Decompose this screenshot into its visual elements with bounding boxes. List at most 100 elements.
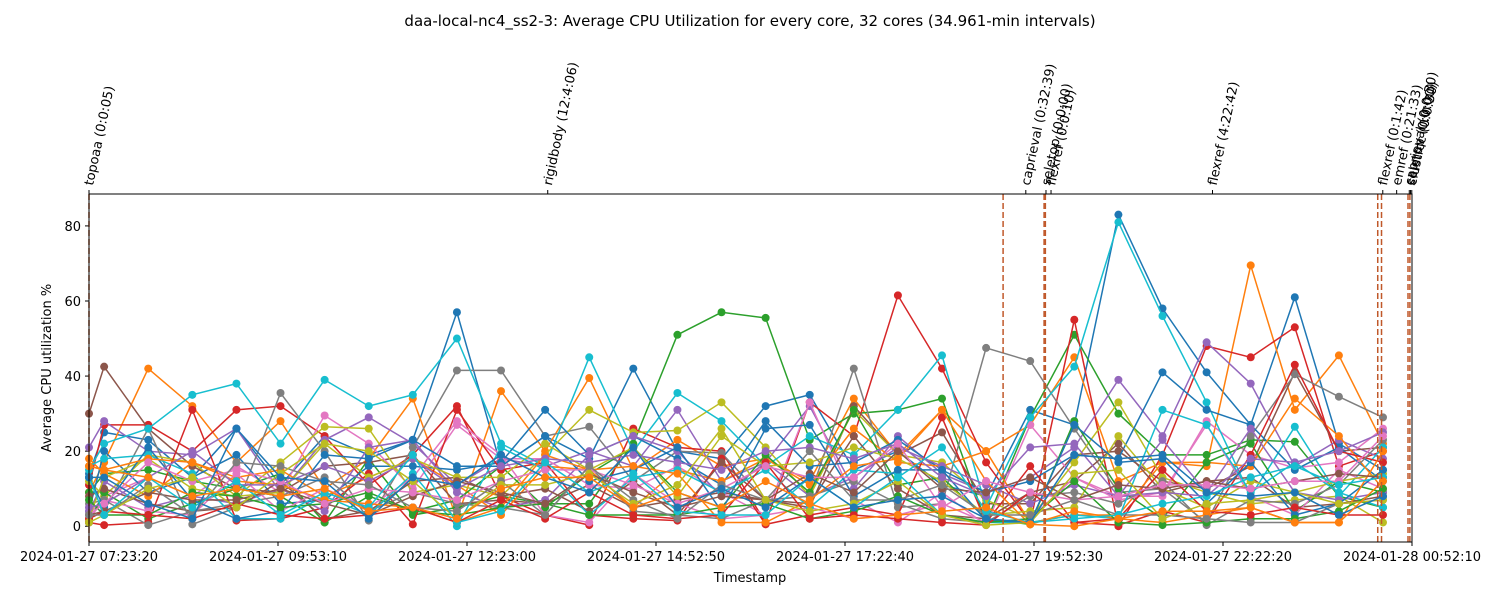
data-point (982, 503, 991, 512)
data-point (1114, 218, 1123, 227)
data-point (849, 462, 858, 471)
data-point (1114, 210, 1123, 219)
data-point (1202, 488, 1211, 497)
data-point (938, 507, 947, 516)
data-point (1290, 422, 1299, 431)
data-point (232, 484, 241, 493)
data-point (717, 518, 726, 527)
data-point (364, 447, 373, 456)
data-point (1158, 514, 1167, 523)
data-point (629, 450, 638, 459)
data-point (1158, 465, 1167, 474)
data-point (1290, 405, 1299, 414)
data-point (232, 503, 241, 512)
data-point (1114, 480, 1123, 489)
data-point (232, 495, 241, 504)
data-point (497, 443, 506, 452)
data-point (100, 465, 109, 474)
data-point (1246, 518, 1255, 527)
data-point (1290, 518, 1299, 527)
data-point (1246, 261, 1255, 270)
plot-frame (88, 193, 1413, 543)
data-point (452, 417, 461, 426)
data-point (541, 480, 550, 489)
data-point (805, 499, 814, 508)
data-point (188, 405, 197, 414)
data-point (761, 503, 770, 512)
data-point (673, 488, 682, 497)
data-point (408, 520, 417, 529)
data-point (1202, 398, 1211, 407)
data-point (144, 499, 153, 508)
data-point (276, 484, 285, 493)
data-point (1378, 518, 1387, 527)
data-point (761, 402, 770, 411)
data-point (144, 435, 153, 444)
data-point (1290, 360, 1299, 369)
data-point (452, 462, 461, 471)
data-point (1114, 499, 1123, 508)
data-point (100, 484, 109, 493)
data-point (320, 422, 329, 431)
data-point (1378, 492, 1387, 501)
data-point (629, 469, 638, 478)
data-point (1026, 488, 1035, 497)
data-point (320, 411, 329, 420)
data-point (1202, 458, 1211, 467)
x-tick-label: 2024-01-27 17:22:40 (776, 550, 914, 565)
data-point (100, 439, 109, 448)
data-point (320, 477, 329, 486)
data-point (1158, 499, 1167, 508)
data-point (541, 439, 550, 448)
data-point (100, 454, 109, 463)
data-point (938, 492, 947, 501)
y-tick-label: 40 (64, 370, 81, 385)
data-point (1158, 507, 1167, 516)
data-point (629, 488, 638, 497)
data-point (188, 520, 197, 529)
data-point (144, 458, 153, 467)
data-point (1334, 432, 1343, 441)
data-point (100, 521, 109, 530)
data-point (849, 514, 858, 523)
data-point (276, 402, 285, 411)
data-point (408, 443, 417, 452)
data-point (100, 447, 109, 456)
data-point (320, 450, 329, 459)
data-point (982, 458, 991, 467)
y-tick-label: 0 (73, 520, 81, 535)
data-point (805, 398, 814, 407)
data-point (232, 424, 241, 433)
data-point (1158, 312, 1167, 321)
x-tick-label: 2024-01-27 22:22:20 (1154, 550, 1292, 565)
data-point (805, 432, 814, 441)
data-point (761, 417, 770, 426)
x-tick-label: 2024-01-27 07:23:20 (20, 550, 158, 565)
data-point (1290, 394, 1299, 403)
data-point (717, 484, 726, 493)
data-point (849, 454, 858, 463)
data-point (1378, 484, 1387, 493)
data-point (144, 424, 153, 433)
data-point (1070, 362, 1079, 371)
event-label: flexref (4:22:42) (1206, 80, 1243, 186)
data-point (364, 402, 373, 411)
data-point (717, 492, 726, 501)
data-point (1202, 514, 1211, 523)
data-point (849, 394, 858, 403)
data-point (1158, 368, 1167, 377)
y-axis-label: Average CPU utilization % (40, 284, 55, 452)
data-point (938, 413, 947, 422)
data-point (1290, 462, 1299, 471)
data-point (1334, 480, 1343, 489)
data-point (497, 366, 506, 375)
data-point (893, 454, 902, 463)
data-point (541, 458, 550, 467)
data-point (982, 514, 991, 523)
data-point (1026, 357, 1035, 366)
data-point (276, 388, 285, 397)
data-point (893, 473, 902, 482)
data-point (320, 499, 329, 508)
data-point (629, 480, 638, 489)
